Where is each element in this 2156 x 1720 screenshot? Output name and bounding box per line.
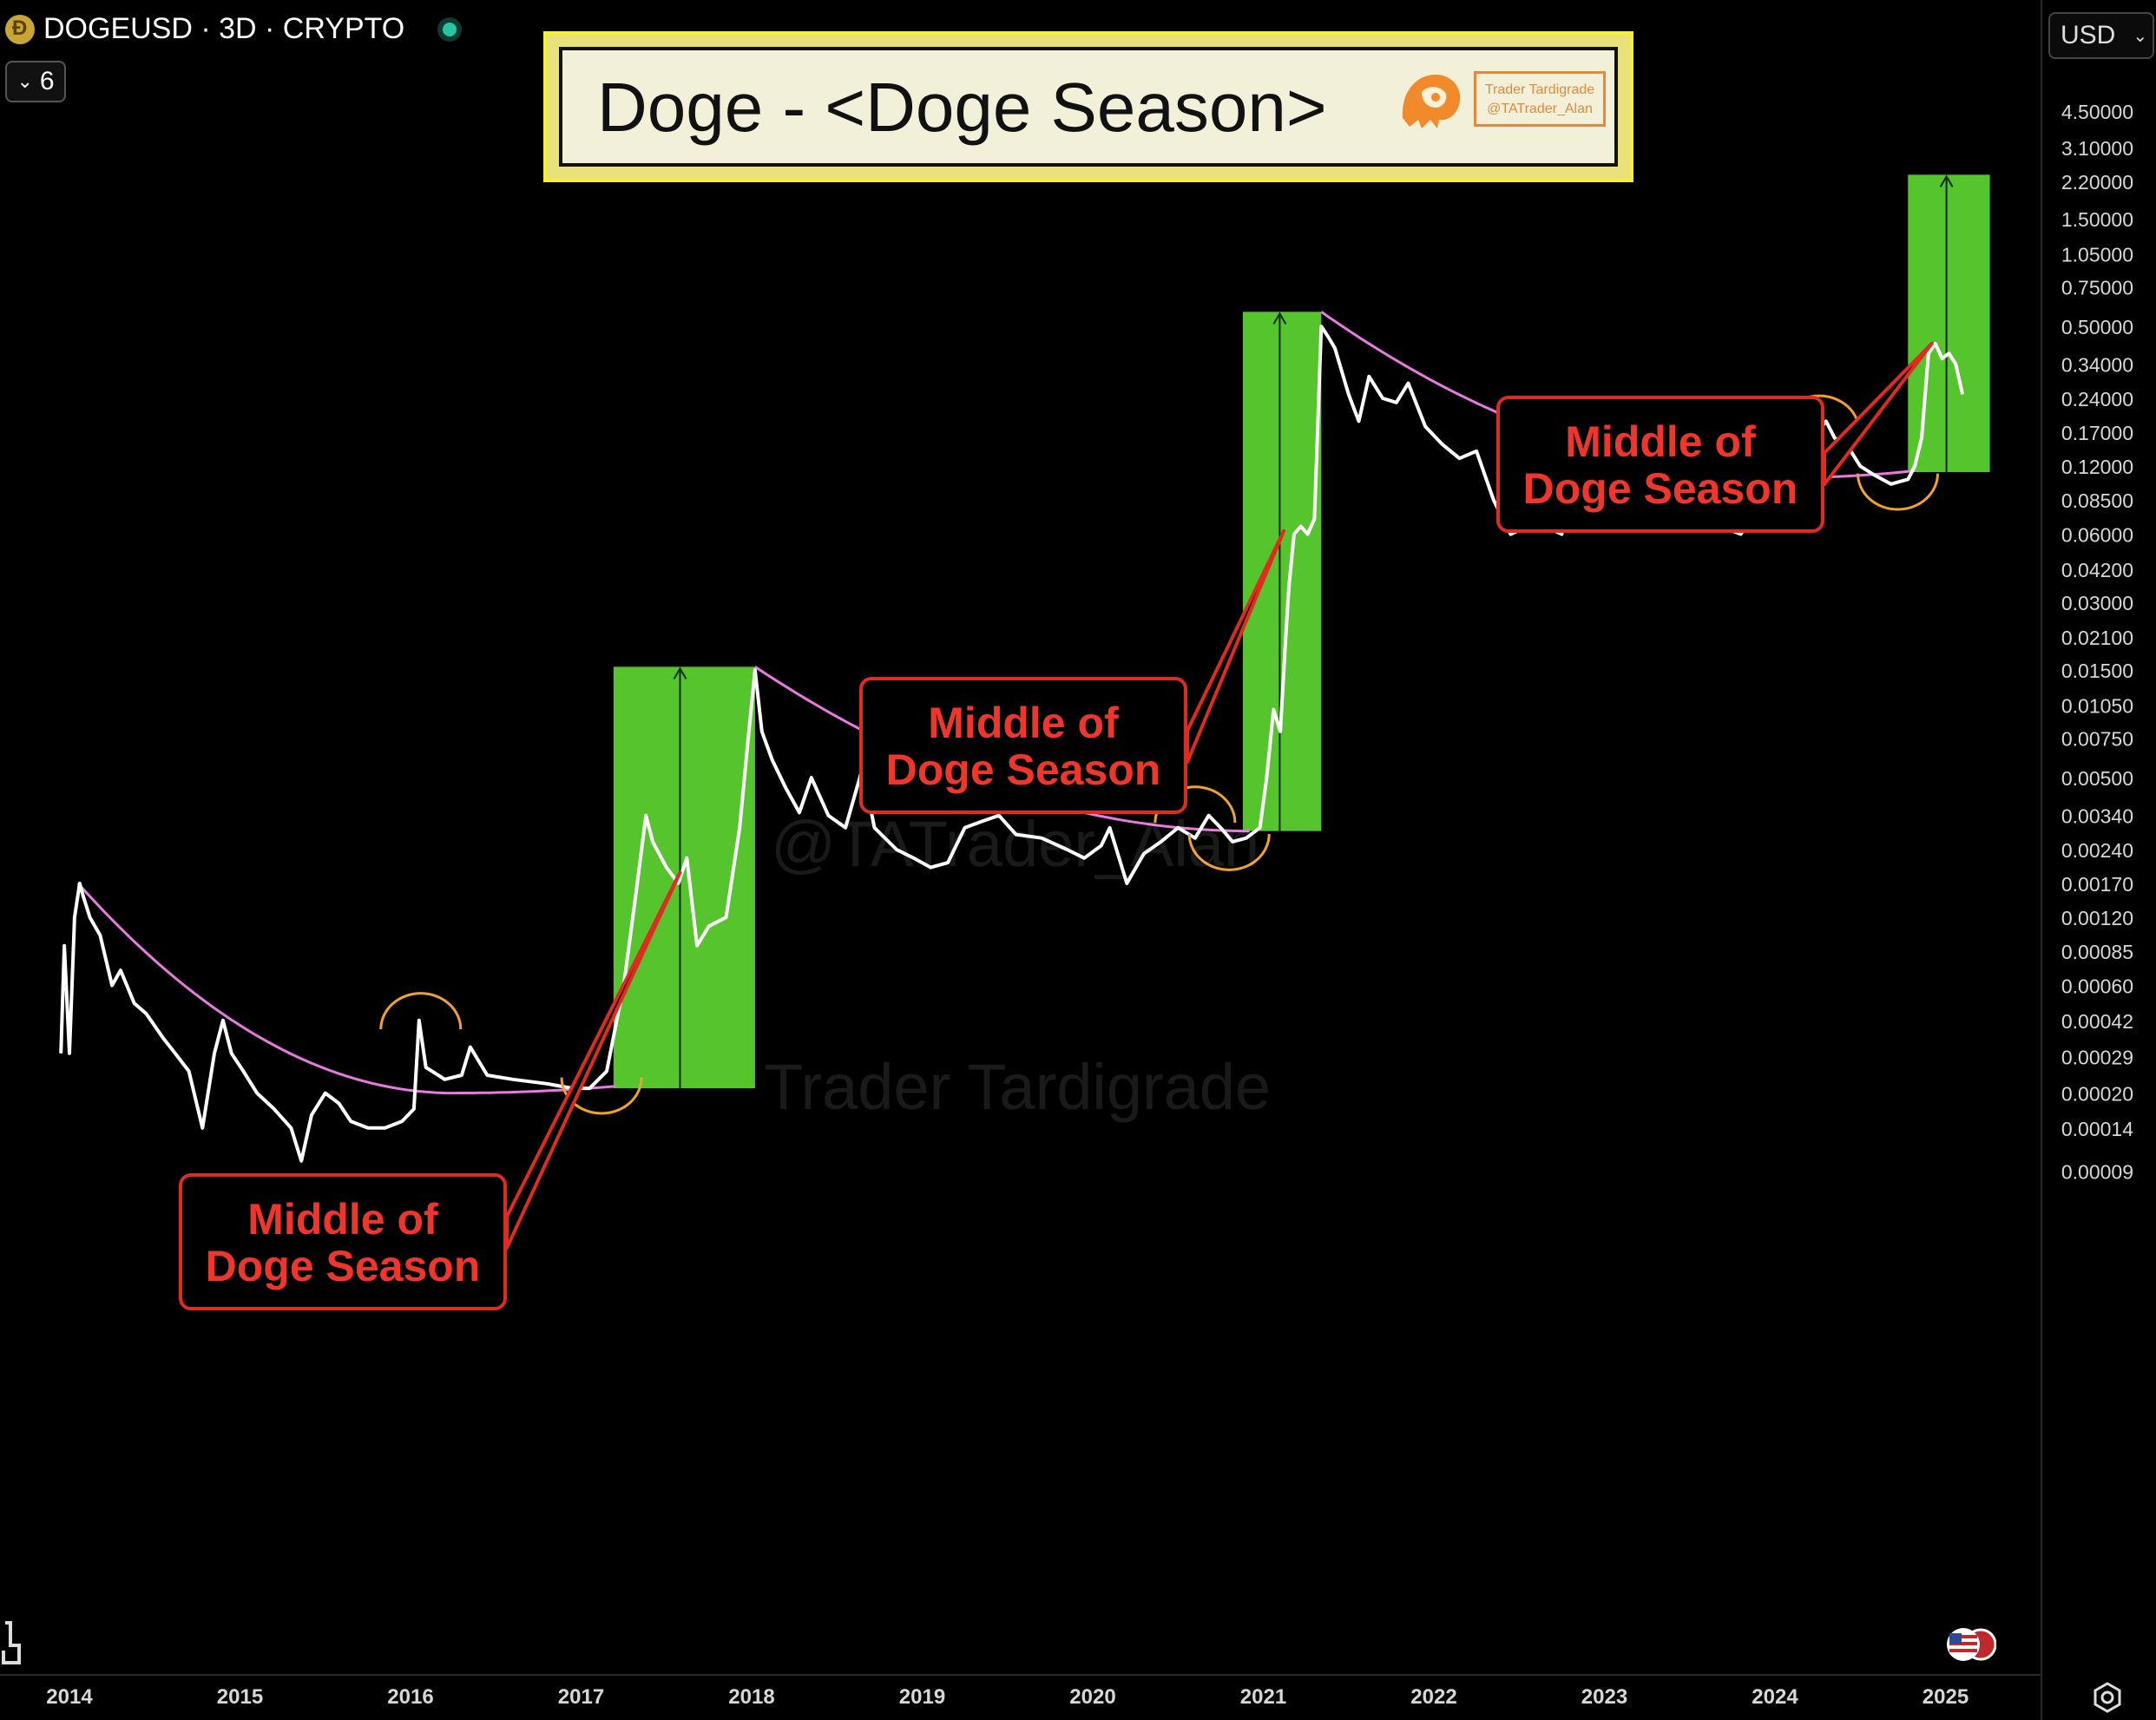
price-tick-label: 3.10000 [2061, 137, 2133, 160]
season-measure-arrow-2 [1272, 312, 1287, 325]
annotation-label-1: Middle of Doge Season [179, 1173, 507, 1310]
stamp-name: Trader Tardigrade [1484, 82, 1595, 97]
price-tick-label: 0.00042 [2061, 1010, 2133, 1033]
time-tick-label: 2017 [558, 1685, 604, 1709]
plot-area [59, 174, 1990, 1250]
highlight-arc-6 [1856, 473, 1939, 511]
time-tick-label: 2023 [1581, 1685, 1627, 1709]
us-flag-icon[interactable] [1944, 1626, 1996, 1663]
price-tick-label: 0.06000 [2061, 524, 2133, 547]
annotation-line-2: Doge Season [1522, 464, 1798, 513]
price-tick-label: 0.00120 [2061, 907, 2133, 929]
doge-coin-icon [5, 14, 35, 44]
price-tick-label: 0.00009 [2061, 1161, 2133, 1184]
time-tick-label: 2020 [1069, 1685, 1115, 1709]
price-axis[interactable]: 4.50000 3.10000 2.20000 1.50000 1.05000 0.750… [2061, 101, 2133, 1184]
price-tick-label: 0.02100 [2061, 627, 2133, 649]
price-tick-label: 0.00240 [2061, 839, 2133, 862]
price-tick-label: 0.24000 [2061, 388, 2133, 410]
watermark-handle: @TATrader_Alan [771, 808, 1260, 880]
price-tick-label: 1.50000 [2061, 208, 2133, 231]
price-tick-label: 0.08500 [2061, 489, 2133, 512]
annotation-pointer-1 [505, 870, 682, 1250]
currency-selector[interactable]: USD ⌄ [2048, 12, 2154, 59]
time-tick-label: 2016 [387, 1685, 433, 1709]
price-tick-label: 0.00014 [2061, 1118, 2133, 1140]
price-tick-label: 0.34000 [2061, 354, 2133, 377]
symbol-line: DOGEUSD · 3D · CRYPTO [43, 12, 405, 45]
time-tick-label: 2022 [1410, 1685, 1456, 1709]
author-stamp: Trader Tardigrade @TATrader_Alan [1474, 71, 1606, 127]
season-box-2 [1242, 312, 1322, 831]
time-tick-label: 2014 [46, 1685, 93, 1709]
highlight-arc-2 [560, 1077, 643, 1115]
season-box-3 [1908, 174, 1990, 473]
price-tick-label: 0.04200 [2061, 559, 2133, 581]
price-tick-label: 0.17000 [2061, 422, 2133, 444]
annotation-pointer-3 [1823, 341, 1934, 486]
highlight-arc-1 [379, 992, 463, 1030]
annotation-line-1: Middle of [1565, 417, 1756, 466]
annotation-label-2: Middle of Doge Season [859, 677, 1187, 814]
time-tick-label: 2015 [217, 1685, 263, 1709]
chart-title: Doge - <Doge Season> [597, 69, 1327, 146]
annotation-line-2: Doge Season [205, 1242, 481, 1290]
price-tick-label: 0.00060 [2061, 975, 2133, 998]
chevron-down-icon: ⌄ [2133, 26, 2148, 46]
symbol-header[interactable]: DOGEUSD · 3D · CRYPTO [5, 12, 457, 46]
highlight-arc-4 [1187, 833, 1271, 871]
price-tick-label: 0.01500 [2061, 660, 2133, 682]
price-tick-label: 2.20000 [2061, 171, 2133, 194]
currency-label: USD [2061, 21, 2116, 49]
drawing-tool-icon[interactable] [0, 1619, 23, 1668]
annotation-label-3: Middle of Doge Season [1496, 396, 1824, 533]
time-tick-label: 2021 [1240, 1685, 1286, 1709]
time-tick-label: 2024 [1752, 1685, 1798, 1709]
watermark-brand: Trader Tardigrade [764, 1051, 1272, 1123]
indicator-count: 6 [39, 67, 55, 95]
season-measure-arrow-1 [673, 666, 687, 679]
season-measure-arrow-3 [1939, 174, 1954, 187]
price-tick-label: 0.00085 [2061, 941, 2133, 963]
price-tick-label: 0.12000 [2061, 456, 2133, 478]
time-tick-label: 2025 [1923, 1685, 1969, 1709]
stamp-handle: @TATrader_Alan [1487, 102, 1593, 116]
time-tick-label: 2018 [728, 1685, 774, 1709]
time-tick-label: 2019 [899, 1685, 945, 1709]
price-tick-label: 0.00340 [2061, 805, 2133, 828]
decay-curve-1 [76, 882, 615, 1095]
price-tick-label: 4.50000 [2061, 101, 2133, 123]
annotation-line-2: Doge Season [885, 745, 1161, 794]
price-tick-label: 0.03000 [2061, 592, 2133, 614]
annotation-line-1: Middle of [247, 1195, 438, 1244]
price-tick-label: 0.75000 [2061, 276, 2133, 299]
title-banner: Doge - <Doge Season> Trader Tardigrade @… [543, 31, 1633, 182]
tardigrade-logo-icon [1402, 75, 1461, 128]
settings-gear-icon[interactable] [2092, 1682, 2123, 1713]
chevron-down-icon: ⌄ [16, 70, 33, 92]
price-tick-label: 0.00500 [2061, 767, 2133, 790]
indicators-toggle-button[interactable]: ⌄ 6 [5, 61, 66, 102]
market-status-icon [443, 22, 457, 36]
price-tick-label: 0.01050 [2061, 694, 2133, 717]
price-tick-label: 1.05000 [2061, 243, 2133, 266]
price-tick-label: 0.00750 [2061, 727, 2133, 750]
price-tick-label: 0.00170 [2061, 873, 2133, 896]
price-tick-label: 0.50000 [2061, 316, 2133, 338]
price-tick-label: 0.00029 [2061, 1047, 2133, 1069]
annotation-pointer-2 [1186, 528, 1286, 764]
price-tick-label: 0.00020 [2061, 1083, 2133, 1106]
annotation-line-1: Middle of [928, 699, 1119, 747]
time-axis[interactable]: 2014 2015 2016 2017 2018 2019 2020 2021 2022 2023… [46, 1685, 1969, 1709]
